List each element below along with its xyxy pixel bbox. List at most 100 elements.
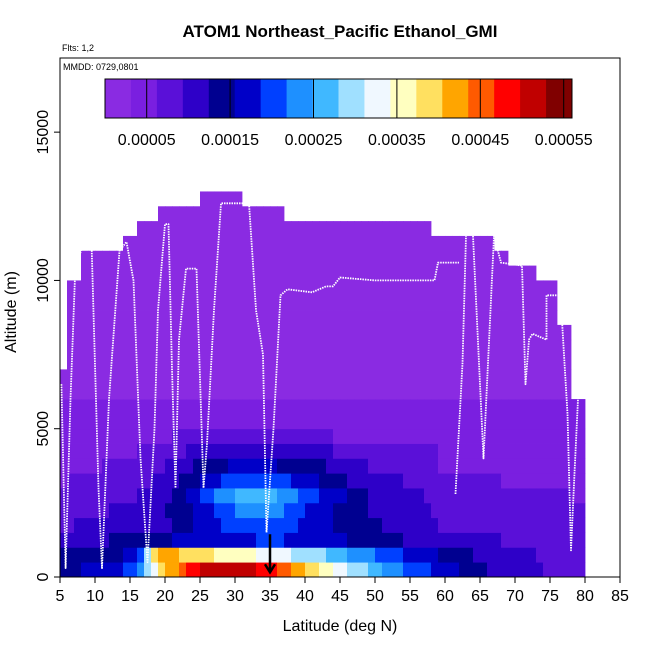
heatmap-cell [109, 547, 117, 563]
heatmap-cell [284, 473, 292, 489]
heatmap-cell [578, 428, 586, 444]
heatmap-cell [130, 443, 138, 459]
heatmap-cell [81, 532, 89, 548]
heatmap-cell [522, 488, 530, 504]
heatmap-cell [452, 458, 460, 474]
heatmap-cell [235, 310, 243, 341]
heatmap-cell [375, 517, 383, 533]
heatmap-cell [277, 532, 285, 548]
heatmap-cell [340, 443, 348, 459]
heatmap-cell [438, 488, 446, 504]
heatmap-cell [186, 443, 194, 459]
heatmap-cell [263, 458, 271, 474]
heatmap-cell [368, 562, 376, 578]
heatmap-cell [67, 488, 75, 504]
heatmap-cell [242, 310, 250, 341]
heatmap-cell [410, 221, 418, 311]
heatmap-cell [480, 517, 488, 533]
heatmap-cell [319, 488, 327, 504]
heatmap-cell [74, 547, 82, 563]
heatmap-cell [172, 206, 180, 311]
heatmap-cell [494, 562, 502, 578]
heatmap-cell [487, 235, 495, 311]
heatmap-cell [109, 562, 117, 578]
heatmap-cell [130, 339, 138, 370]
heatmap-cell [221, 443, 229, 459]
heatmap-cell [487, 399, 495, 430]
heatmap-cell [515, 369, 523, 400]
heatmap-cell [242, 458, 250, 474]
heatmap-cell [564, 532, 572, 548]
heatmap-cell [382, 473, 390, 489]
heatmap-cell [221, 532, 229, 548]
heatmap-cell [480, 562, 488, 578]
heatmap-cell [326, 428, 334, 444]
heatmap-cell [466, 502, 474, 519]
heatmap-cell [333, 532, 341, 548]
heatmap-cell [186, 517, 194, 533]
heatmap-cell [466, 399, 474, 430]
heatmap-cell [277, 310, 285, 341]
heatmap-cell [494, 502, 502, 519]
heatmap-cell [529, 488, 537, 504]
heatmap-cell [200, 399, 208, 430]
heatmap-cell [186, 399, 194, 430]
heatmap-cell [88, 369, 96, 400]
heatmap-cell [501, 339, 509, 370]
heatmap-cell [529, 443, 537, 459]
heatmap-cell [123, 428, 131, 444]
heatmap-cell [95, 532, 103, 548]
heatmap-cell [277, 502, 285, 519]
heatmap-cell [494, 250, 502, 311]
heatmap-cell [74, 399, 82, 430]
heatmap-cell [263, 339, 271, 370]
heatmap-cell [578, 562, 586, 578]
heatmap-cell [200, 443, 208, 459]
heatmap-cell [88, 517, 96, 533]
heatmap-cell [543, 473, 551, 489]
heatmap-cell [536, 517, 544, 533]
heatmap-cell [466, 488, 474, 504]
heatmap-cell [130, 369, 138, 400]
heatmap-cell [109, 250, 117, 311]
heatmap-cell [74, 280, 82, 311]
heatmap-cell [438, 428, 446, 444]
heatmap-cell [557, 517, 565, 533]
heatmap-cell [564, 443, 572, 459]
heatmap-cell [249, 369, 257, 400]
heatmap-cell [116, 532, 124, 548]
heatmap-cell [144, 562, 152, 578]
heatmap-cell [389, 473, 397, 489]
heatmap-cell [137, 473, 145, 489]
heatmap-cell [466, 235, 474, 311]
heatmap-cell [284, 339, 292, 370]
heatmap-cell [221, 502, 229, 519]
heatmap-cell [564, 473, 572, 489]
heatmap-cell [200, 428, 208, 444]
heatmap-cell [536, 399, 544, 430]
heatmap-cell [102, 369, 110, 400]
heatmap-cell [431, 310, 439, 341]
heatmap-cell [389, 339, 397, 370]
heatmap-cell [193, 206, 201, 311]
heatmap-cell [382, 502, 390, 519]
heatmap-cell [256, 369, 264, 400]
heatmap-cell [130, 473, 138, 489]
heatmap-cell [228, 562, 236, 578]
heatmap-cell [305, 562, 313, 578]
heatmap-cell [333, 221, 341, 311]
heatmap-cell [179, 502, 187, 519]
heatmap-cell [354, 488, 362, 504]
heatmap-cell [501, 428, 509, 444]
heatmap-cell [522, 339, 530, 370]
heatmap-cell [529, 562, 537, 578]
heatmap-cell [284, 221, 292, 311]
heatmap-cell [424, 547, 432, 563]
heatmap-cell [102, 399, 110, 430]
heatmap-cell [123, 473, 131, 489]
heatmap-cell [172, 339, 180, 370]
heatmap-cell [389, 443, 397, 459]
heatmap-cell [466, 428, 474, 444]
heatmap-cell [144, 310, 152, 341]
heatmap-cell [536, 562, 544, 578]
